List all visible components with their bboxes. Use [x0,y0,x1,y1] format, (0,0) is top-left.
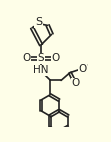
Text: O: O [23,53,31,63]
Text: HN: HN [33,65,48,75]
Text: O: O [71,78,80,88]
Text: O: O [79,64,87,74]
Text: S: S [35,17,42,28]
Text: O: O [51,53,60,63]
Text: S: S [38,53,44,63]
